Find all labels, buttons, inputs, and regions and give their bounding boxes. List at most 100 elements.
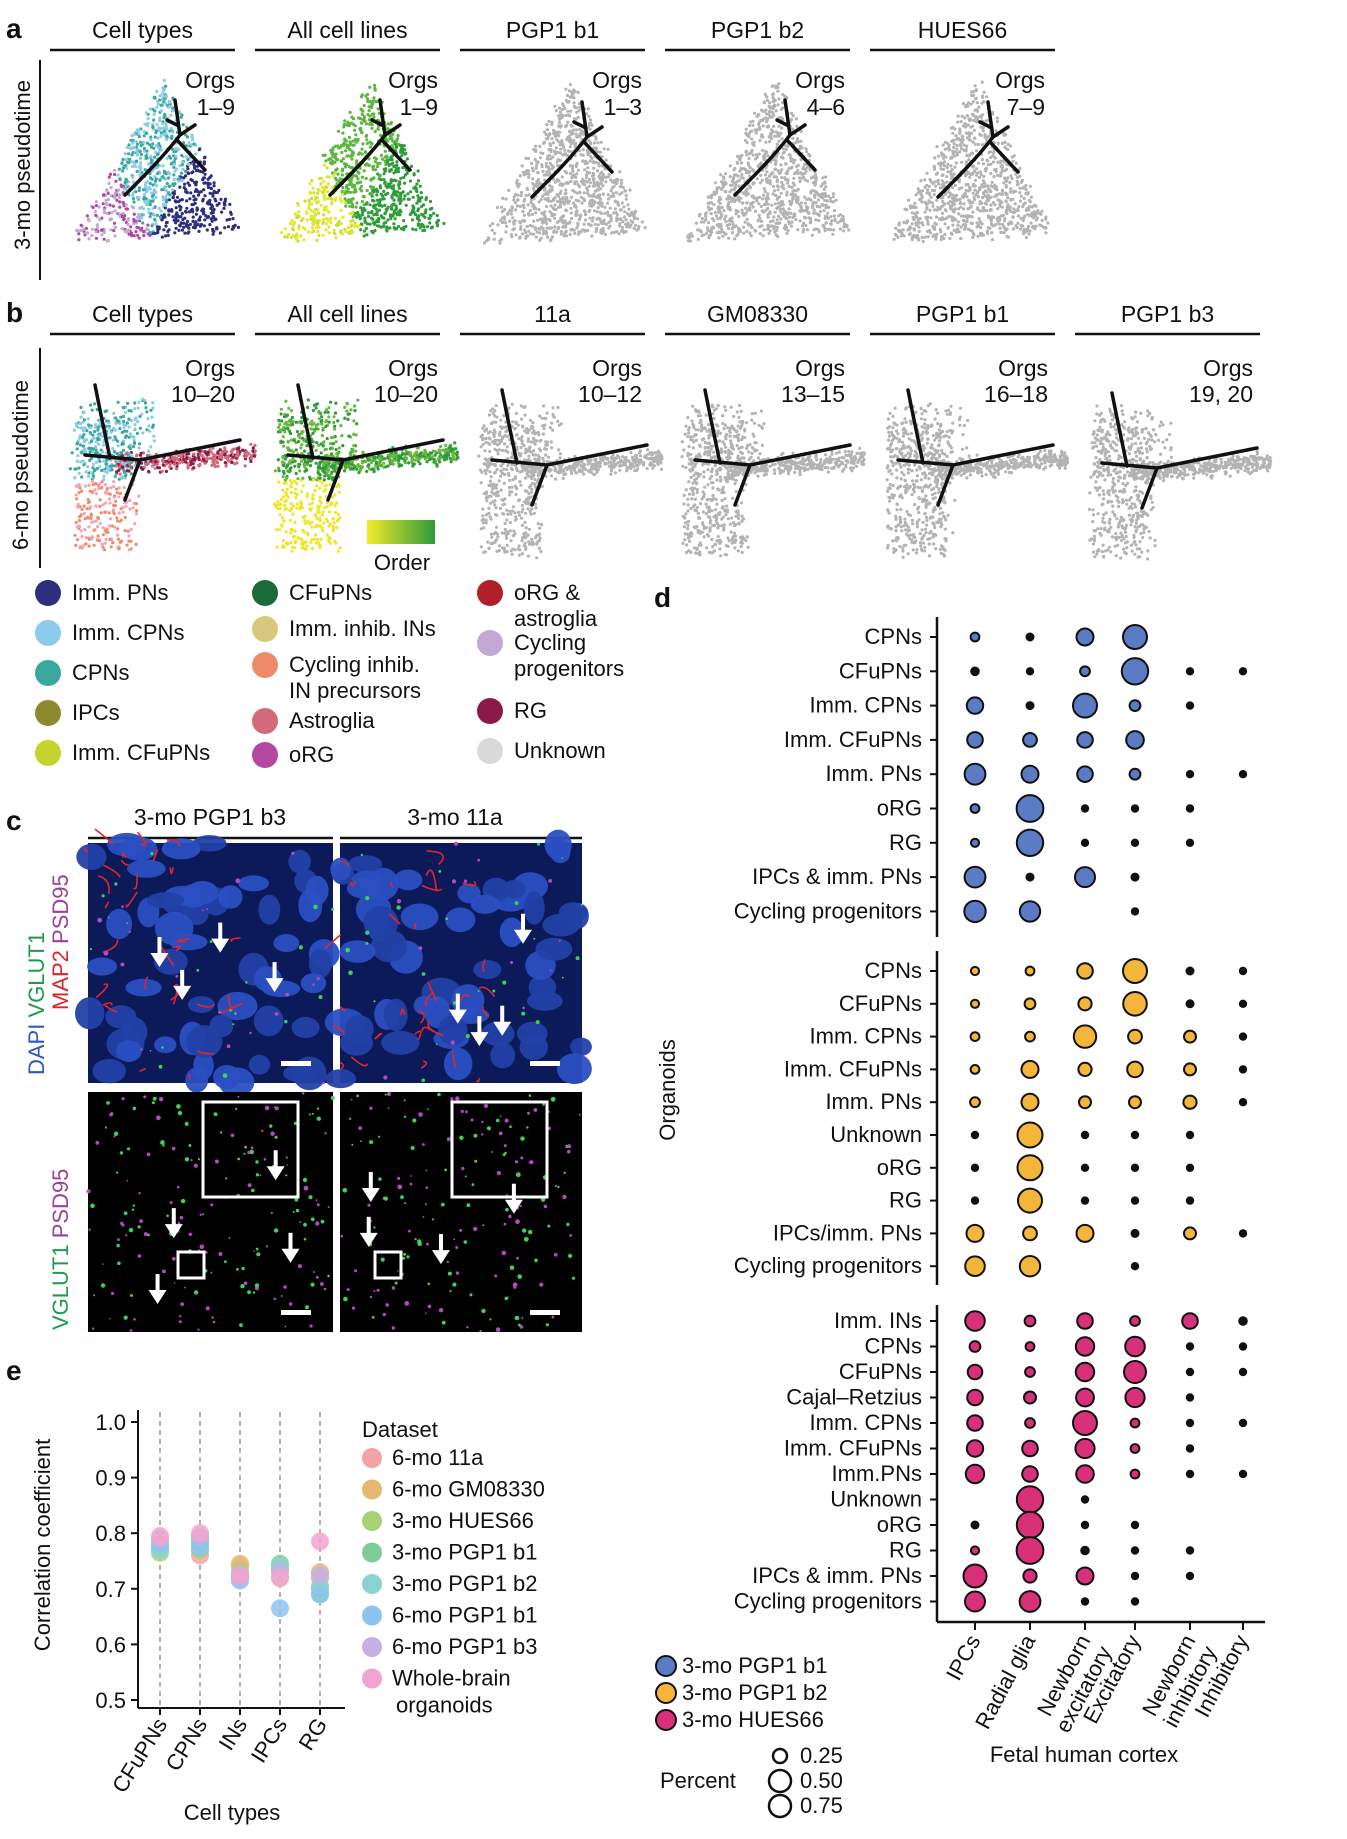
cell-dot <box>955 147 959 151</box>
cell-dot <box>948 236 952 241</box>
cell-dot <box>545 198 549 202</box>
cell-dot <box>187 230 191 234</box>
cell-dot <box>1015 183 1020 187</box>
cell-dot <box>760 148 764 152</box>
cell-dot <box>592 200 597 204</box>
cell-dot <box>317 177 321 181</box>
cell-dot <box>178 223 182 227</box>
cell-dot <box>618 185 622 189</box>
cell-dot <box>280 231 284 235</box>
cell-dot <box>912 228 917 232</box>
cell-dot <box>124 207 128 211</box>
cell-dot <box>609 189 613 193</box>
cell-dot <box>174 200 178 204</box>
cell-dot <box>598 200 602 204</box>
cell-dot <box>365 141 369 146</box>
cell-dot <box>96 525 100 529</box>
cell-dot <box>1006 176 1010 180</box>
cell-dot <box>327 225 331 229</box>
cell-dot <box>129 225 133 229</box>
cell-dot <box>901 228 905 232</box>
cell-dot <box>768 210 772 214</box>
cell-dot <box>1019 194 1024 198</box>
cell-dot <box>765 170 769 174</box>
cell-dot <box>524 236 528 240</box>
cell-dot <box>365 97 370 101</box>
cell-dot <box>350 121 354 125</box>
cell-dot <box>896 228 901 232</box>
cell-dot <box>212 181 216 185</box>
cell-dot <box>378 174 382 178</box>
cell-dot <box>586 166 590 170</box>
cell-dot <box>722 177 726 181</box>
cell-dot <box>558 130 562 134</box>
cell-dot <box>522 218 526 222</box>
cell-dot <box>751 153 755 157</box>
cell-dot <box>173 231 177 235</box>
cell-dot <box>122 218 126 222</box>
cell-dot <box>914 193 918 197</box>
cell-dot <box>709 212 713 216</box>
cell-dot <box>79 223 83 227</box>
cell-dot <box>311 186 315 190</box>
cell-dot <box>172 165 176 169</box>
cell-dot <box>146 116 150 121</box>
cell-dot <box>153 135 157 139</box>
cell-dot <box>732 181 736 185</box>
cell-dot <box>1011 159 1015 163</box>
cell-dot <box>957 180 961 184</box>
cell-dot <box>123 229 127 233</box>
cell-dot <box>587 123 591 127</box>
cell-dot <box>300 219 304 223</box>
cell-dot <box>167 100 171 104</box>
cell-dot <box>1005 227 1009 231</box>
cell-dot <box>779 191 783 195</box>
cell-dot <box>546 235 550 239</box>
cell-dot <box>326 197 330 201</box>
cell-dot <box>521 232 525 236</box>
cell-dot <box>154 131 158 135</box>
cell-dot <box>803 195 807 199</box>
cell-dot <box>118 215 122 219</box>
cell-dot <box>949 126 954 130</box>
cell-dot <box>946 170 950 174</box>
cell-dot <box>366 211 370 215</box>
panel-title: PGP1 b2 <box>711 17 804 43</box>
cell-dot <box>610 180 615 184</box>
orgs-range: 7–9 <box>1007 94 1045 120</box>
cell-dot <box>132 212 136 216</box>
cell-dot <box>590 219 595 223</box>
cell-dot <box>798 179 802 184</box>
cell-dot <box>772 227 776 231</box>
cell-dot <box>609 214 613 218</box>
cell-dot <box>966 123 970 127</box>
cell-dot <box>312 216 316 220</box>
cell-dot <box>831 192 836 196</box>
cell-dot <box>184 187 188 192</box>
cell-dot <box>953 127 957 131</box>
cell-dot <box>617 232 621 236</box>
cell-dot <box>620 229 624 233</box>
cell-dot <box>209 206 213 210</box>
cell-dot <box>780 202 784 206</box>
cell-dot <box>223 197 227 201</box>
cell-dot <box>161 92 165 96</box>
cell-dot <box>787 153 791 157</box>
cell-dot <box>293 221 297 225</box>
cell-dot <box>923 210 927 214</box>
orgs-range: 10–20 <box>171 381 235 407</box>
cell-dot <box>339 208 343 212</box>
cell-dot <box>773 104 777 108</box>
cell-dot <box>757 113 761 117</box>
cell-dot <box>814 177 818 182</box>
cell-dot <box>389 216 393 220</box>
cell-dot <box>604 222 609 226</box>
cell-dot <box>932 165 937 169</box>
cell-dot <box>735 160 739 164</box>
cell-dot <box>1014 161 1018 165</box>
cell-dot <box>402 175 406 180</box>
cell-dot <box>403 181 407 185</box>
cell-dot <box>729 196 733 200</box>
cell-dot <box>287 233 291 237</box>
cell-dot <box>216 464 220 468</box>
